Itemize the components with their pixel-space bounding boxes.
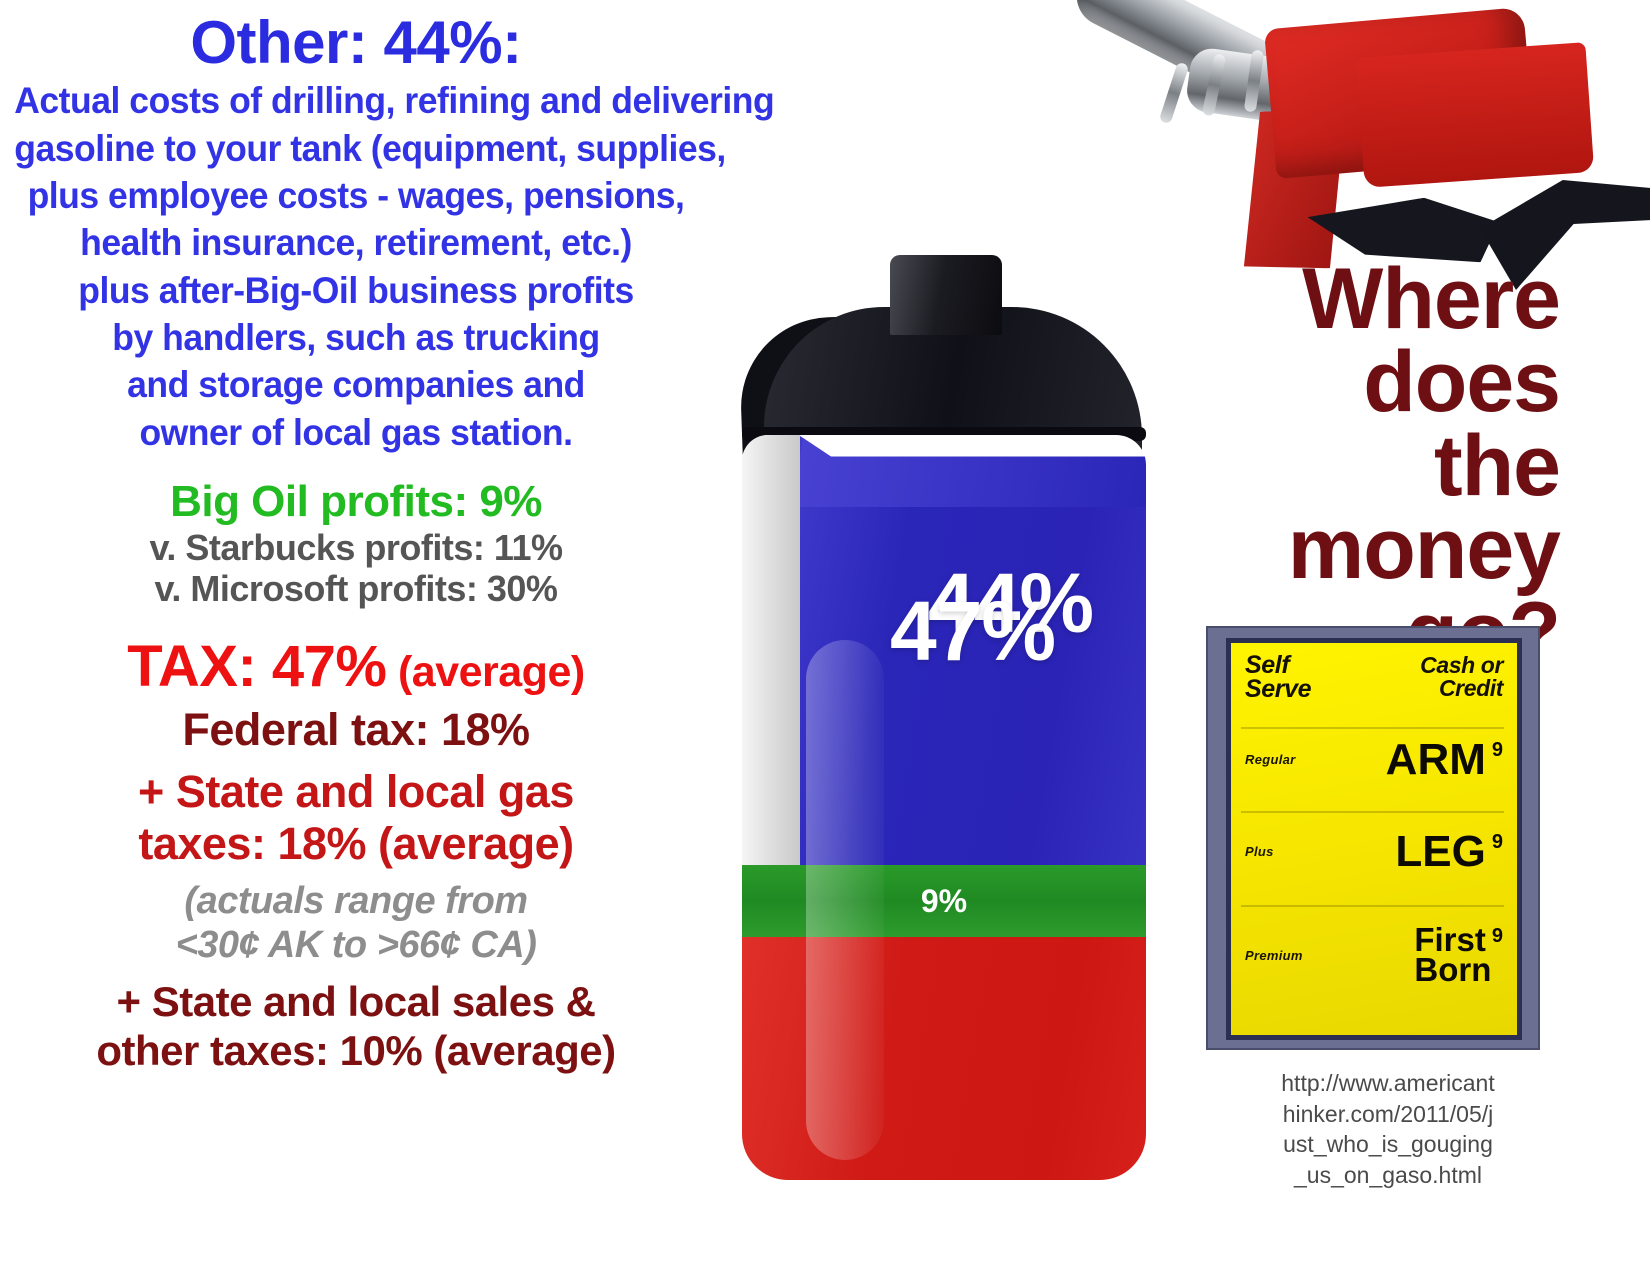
sign-divider (1241, 727, 1505, 729)
other-desc-line: by handlers, such as trucking (112, 316, 600, 358)
sign-row-premium: Premium First 9 Born (1231, 921, 1517, 989)
actuals-range-line: (actuals range from (184, 879, 528, 922)
sign-header-row: Self Serve Cash or Credit (1231, 651, 1517, 703)
state-local-sales-tax-block: + State and local sales & other taxes: 1… (0, 978, 712, 1075)
gas-price-sign-frame: Self Serve Cash or Credit Regular ARM 9 (1226, 638, 1522, 1040)
tax-heading-suffix: (average) (386, 648, 585, 697)
sign-price-regular-value: ARM (1385, 735, 1486, 784)
segment-label-47: 47% (890, 584, 1056, 678)
sign-grade-plus: Plus (1245, 844, 1274, 860)
nozzle-ring (1158, 61, 1190, 125)
state-local-gas-tax-line: taxes: 18% (average) (138, 818, 574, 870)
segment-label-44: 44% (928, 556, 1094, 650)
sign-price-plus-nine: 9 (1491, 831, 1503, 853)
sign-price-premium-line2: Born (1414, 951, 1492, 989)
big-oil-profits-line: Big Oil profits: 9% (170, 477, 542, 527)
source-url-line: _us_on_gaso.html (1294, 1161, 1482, 1188)
sign-self-serve-label: Self Serve (1245, 651, 1312, 703)
other-desc-line: gasoline to your tank (equipment, suppli… (14, 127, 726, 169)
other-desc-line: plus after-Big-Oil business profits (78, 269, 634, 311)
gas-can-body: 9% 44% 47% (742, 435, 1146, 1180)
federal-tax-line: Federal tax: 18% (182, 704, 530, 756)
gas-price-sign: Self Serve Cash or Credit Regular ARM 9 (1208, 628, 1538, 1048)
headline-line: does (1363, 334, 1561, 431)
source-url-line: hinker.com/2011/05/j (1282, 1100, 1494, 1127)
sign-price-premium-line1: First (1414, 921, 1486, 958)
headline-line: money (1287, 501, 1561, 598)
sign-row-plus: Plus LEG 9 (1231, 827, 1517, 876)
headline-line: Where (1302, 251, 1561, 347)
sign-self-serve-line1: Self (1245, 651, 1290, 679)
segment-other-44 (798, 435, 1146, 865)
source-url-line: http://www.americant (1281, 1070, 1495, 1096)
sign-price-plus-value: LEG (1395, 827, 1486, 876)
actuals-range-block: (actuals range from <30¢ AK to >66¢ CA) (0, 879, 712, 969)
segment-label-9: 9% (920, 882, 968, 919)
nozzle-body-rear (1355, 42, 1595, 188)
segment-big-oil-9: 9% (742, 865, 1146, 937)
gas-can-neck (890, 255, 1002, 335)
gas-price-sign-face: Self Serve Cash or Credit Regular ARM 9 (1231, 643, 1517, 1035)
starbucks-profits-line: v. Starbucks profits: 11% (149, 527, 563, 569)
segment-other-44-top (800, 435, 1146, 507)
sign-divider (1241, 811, 1505, 813)
tax-heading: TAX: 47% (average) (0, 634, 712, 700)
state-local-gas-tax-line: + State and local gas (138, 766, 574, 818)
gas-can-chart: 9% 44% 47% (720, 255, 1180, 1180)
sign-cash-or-credit-label: Cash or Credit (1420, 654, 1503, 700)
other-description: Actual costs of drilling, refining and d… (14, 77, 775, 456)
sign-price-premium-nine: 9 (1491, 925, 1503, 947)
microsoft-profits-line: v. Microsoft profits: 30% (154, 568, 558, 610)
actuals-range-line: <30¢ AK to >66¢ CA) (175, 924, 537, 967)
sign-price-regular-nine: 9 (1491, 739, 1503, 761)
other-desc-line: owner of local gas station. (139, 411, 573, 453)
sign-grade-premium: Premium (1245, 947, 1303, 963)
sign-price-regular: ARM 9 (1385, 735, 1503, 784)
source-url-line: ust_who_is_gouging (1283, 1131, 1493, 1158)
sign-row-regular: Regular ARM 9 (1231, 735, 1517, 784)
other-desc-line: and storage companies and (127, 364, 585, 406)
other-desc-line: plus employee costs - wages, pensions, (27, 174, 685, 216)
state-local-sales-tax-line: + State and local sales & (116, 978, 596, 1026)
other-desc-line: Actual costs of drilling, refining and d… (14, 80, 775, 122)
tax-heading-main: TAX: 47% (127, 634, 387, 700)
source-url-caption: http://www.americant hinker.com/2011/05/… (1253, 1052, 1523, 1212)
other-desc-line: health insurance, retirement, etc.) (80, 222, 632, 264)
state-local-sales-tax-line: other taxes: 10% (average) (96, 1026, 616, 1074)
state-local-gas-tax-block: + State and local gas taxes: 18% (averag… (0, 766, 712, 870)
sign-cash-line2: Credit (1438, 675, 1503, 701)
headline-line: the (1434, 417, 1561, 514)
sign-self-serve-line2: Serve (1245, 675, 1312, 703)
sign-price-premium: First 9 Born (1414, 921, 1503, 989)
left-text-column: Other: 44%: Actual costs of drilling, re… (0, 9, 775, 1076)
other-heading: Other: 44%: (190, 9, 522, 76)
segment-tax-47 (742, 937, 1146, 1180)
sign-cash-line1: Cash or (1420, 652, 1503, 678)
sign-divider (1241, 905, 1505, 907)
sign-grade-regular: Regular (1245, 752, 1296, 768)
sign-price-plus: LEG 9 (1395, 827, 1503, 876)
fuel-nozzle-icon (940, 0, 1650, 290)
